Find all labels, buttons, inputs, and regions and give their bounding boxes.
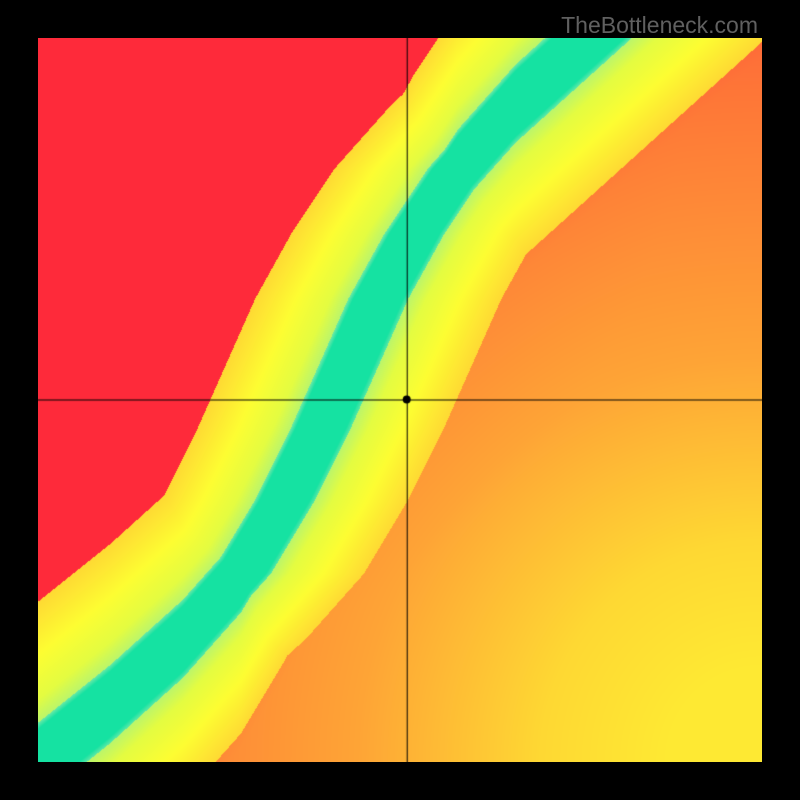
watermark-text: TheBottleneck.com	[561, 12, 758, 39]
bottleneck-heatmap	[38, 38, 762, 762]
heatmap-canvas	[38, 38, 762, 762]
